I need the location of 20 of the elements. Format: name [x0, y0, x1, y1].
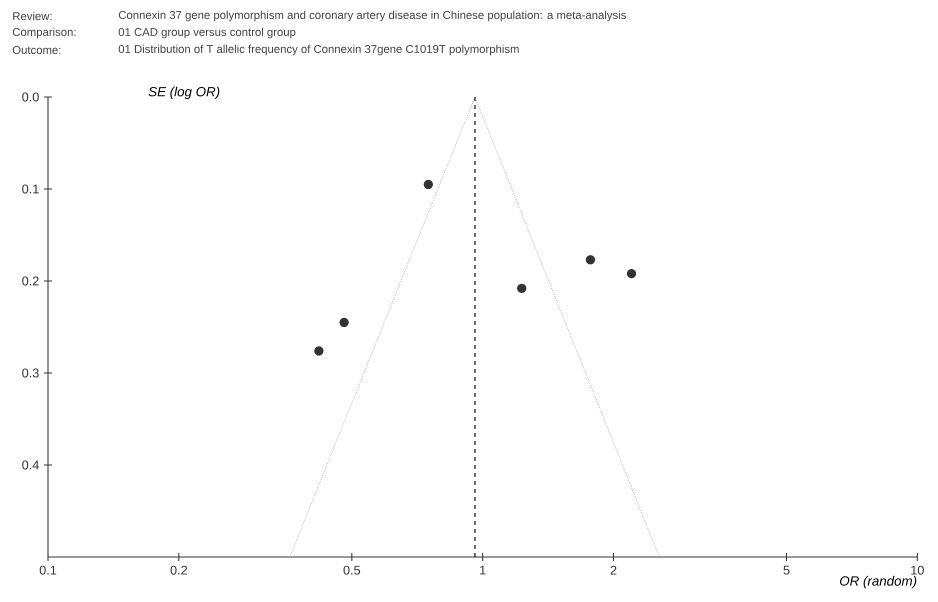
x-axis-title: OR (random): [840, 576, 916, 588]
x-tick-label: 10: [911, 566, 924, 575]
y-tick-label: 0.0: [22, 92, 39, 102]
text: Review:: [13, 12, 52, 20]
x-tick-label: 0.2: [170, 566, 188, 575]
text: Outcome:: [12, 46, 60, 54]
text: Connexin 37 gene polymorphism and coronary artery disease in Chinese population: a meta-analysis: [118, 10, 626, 22]
y-axis-title: SE (log OR): [148, 86, 220, 100]
text: 01 Distribution of T allelic frequency of Connexin 37gene C1019T polymorphism: [118, 44, 519, 56]
y-tick-label: 0.4: [22, 460, 39, 470]
y-tick-label: 0.2: [22, 276, 39, 286]
x-tick-label: 2: [610, 566, 616, 575]
y-tick-label: 0.3: [22, 368, 39, 378]
x-tick-label: 1: [480, 566, 486, 574]
text: 01 CAD group versus control group: [118, 28, 296, 38]
x-tick-label: 5: [783, 566, 790, 575]
x-tick-label: 0.5: [344, 566, 360, 575]
text: Comparison:: [12, 28, 76, 38]
y-tick-label: 0.1: [22, 184, 39, 194]
x-tick-label: 0.1: [40, 566, 56, 575]
